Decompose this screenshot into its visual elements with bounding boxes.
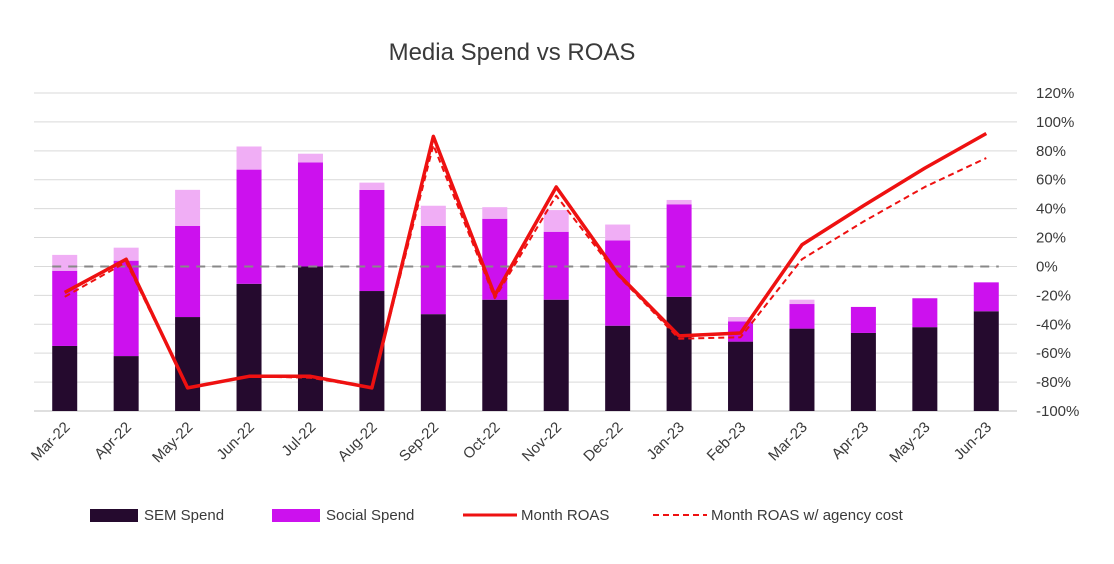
- bar-segment-1: [605, 325, 631, 411]
- x-tick-label: Sep-22: [396, 419, 442, 465]
- bar-segment-1: [420, 314, 446, 411]
- y-tick-label: -40%: [1036, 316, 1071, 333]
- legend-label: SEM Spend: [144, 507, 224, 524]
- y-tick-label: -80%: [1036, 374, 1071, 391]
- bar-segment-3: [482, 207, 508, 219]
- bar-segment-1: [912, 327, 938, 411]
- legend-swatch: [272, 509, 320, 522]
- x-tick-label: May-23: [886, 419, 933, 466]
- bar-segment-1: [175, 317, 201, 411]
- roas-lines: [63, 131, 988, 390]
- bar-segment-3: [543, 210, 569, 232]
- bar-segment-1: [113, 356, 139, 411]
- bar-segment-1: [543, 299, 569, 411]
- x-tick-label: Jan-23: [643, 419, 687, 463]
- bar-segment-2: [359, 189, 385, 292]
- bar-segment-3: [728, 317, 754, 322]
- bar-segment-1: [850, 332, 876, 411]
- y-tick-label: -100%: [1036, 403, 1079, 420]
- bar-segment-1: [236, 283, 262, 411]
- chart-title: Media Spend vs ROAS: [389, 39, 636, 66]
- bar-segment-3: [297, 153, 323, 163]
- bars: [52, 146, 999, 411]
- bar-segment-2: [175, 225, 201, 318]
- x-tick-label: Apr-23: [828, 419, 872, 463]
- roas-agency-line: [64, 144, 987, 389]
- bar-segment-2: [236, 169, 262, 284]
- x-tick-label: Dec-22: [580, 419, 626, 465]
- bar-segment-1: [973, 311, 999, 411]
- y-tick-label: 80%: [1036, 143, 1066, 160]
- x-tick-label: Feb-23: [704, 419, 750, 465]
- x-tick-label: Aug-22: [335, 419, 381, 465]
- bar-segment-2: [297, 162, 323, 267]
- x-tick-label: Jul-22: [278, 419, 319, 460]
- y-tick-label: 40%: [1036, 201, 1066, 218]
- bar-segment-2: [789, 304, 815, 329]
- legend-label: Month ROAS: [521, 507, 609, 524]
- x-tick-label: May-22: [149, 419, 196, 466]
- bar-segment-1: [728, 341, 754, 411]
- bar-segment-3: [605, 224, 631, 241]
- bar-segment-3: [666, 199, 692, 205]
- bar-segment-1: [297, 266, 323, 411]
- y-tick-label: 60%: [1036, 172, 1066, 189]
- x-tick-label: Jun-23: [951, 419, 995, 463]
- y-tick-label: 0%: [1036, 258, 1058, 275]
- bar-segment-2: [912, 298, 938, 328]
- bar-segment-2: [420, 225, 446, 315]
- roas-line: [63, 131, 988, 390]
- x-tick-label: Apr-22: [91, 419, 135, 463]
- bar-segment-2: [973, 282, 999, 312]
- x-tick-label: Jun-22: [213, 419, 257, 463]
- bar-segment-3: [175, 189, 201, 226]
- x-tick-label: Mar-23: [765, 419, 811, 465]
- right-axis-ticks: -100% -80% -60% -40% -20% 0% 20% 40% 60% 80% 100% 1…: [1036, 85, 1079, 420]
- x-tick-label: Mar-22: [28, 419, 74, 465]
- y-tick-label: -20%: [1036, 287, 1071, 304]
- y-tick-label: 100%: [1036, 114, 1074, 131]
- y-tick-label: 20%: [1036, 230, 1066, 247]
- bar-segment-1: [52, 345, 78, 411]
- legend-label: Month ROAS w/ agency cost: [711, 507, 904, 524]
- bar-segment-3: [236, 146, 262, 170]
- bar-segment-2: [850, 306, 876, 333]
- bar-segment-3: [113, 247, 139, 261]
- legend-label: Social Spend: [326, 507, 414, 524]
- legend: SEM Spend Social Spend Month ROAS Month ROA…: [90, 507, 904, 524]
- bar-segment-1: [482, 299, 508, 411]
- legend-swatch: [90, 509, 138, 522]
- bar-segment-2: [52, 270, 78, 346]
- bar-segment-3: [789, 299, 815, 305]
- bar-segment-2: [666, 204, 692, 297]
- y-tick-label: -60%: [1036, 345, 1071, 362]
- x-tick-label: Nov-22: [519, 419, 565, 465]
- bar-segment-1: [789, 328, 815, 411]
- bar-segment-1: [666, 296, 692, 411]
- x-tick-label: Oct-22: [460, 419, 504, 463]
- bar-segment-2: [482, 218, 508, 300]
- bar-segment-3: [359, 182, 385, 190]
- y-tick-label: 120%: [1036, 85, 1074, 102]
- bar-segment-3: [420, 205, 446, 226]
- x-axis-ticks: Mar-22 Apr-22 May-22 Jun-22 Jul-22 Aug-22 Sep-…: [28, 419, 995, 466]
- bar-segment-3: [52, 254, 78, 271]
